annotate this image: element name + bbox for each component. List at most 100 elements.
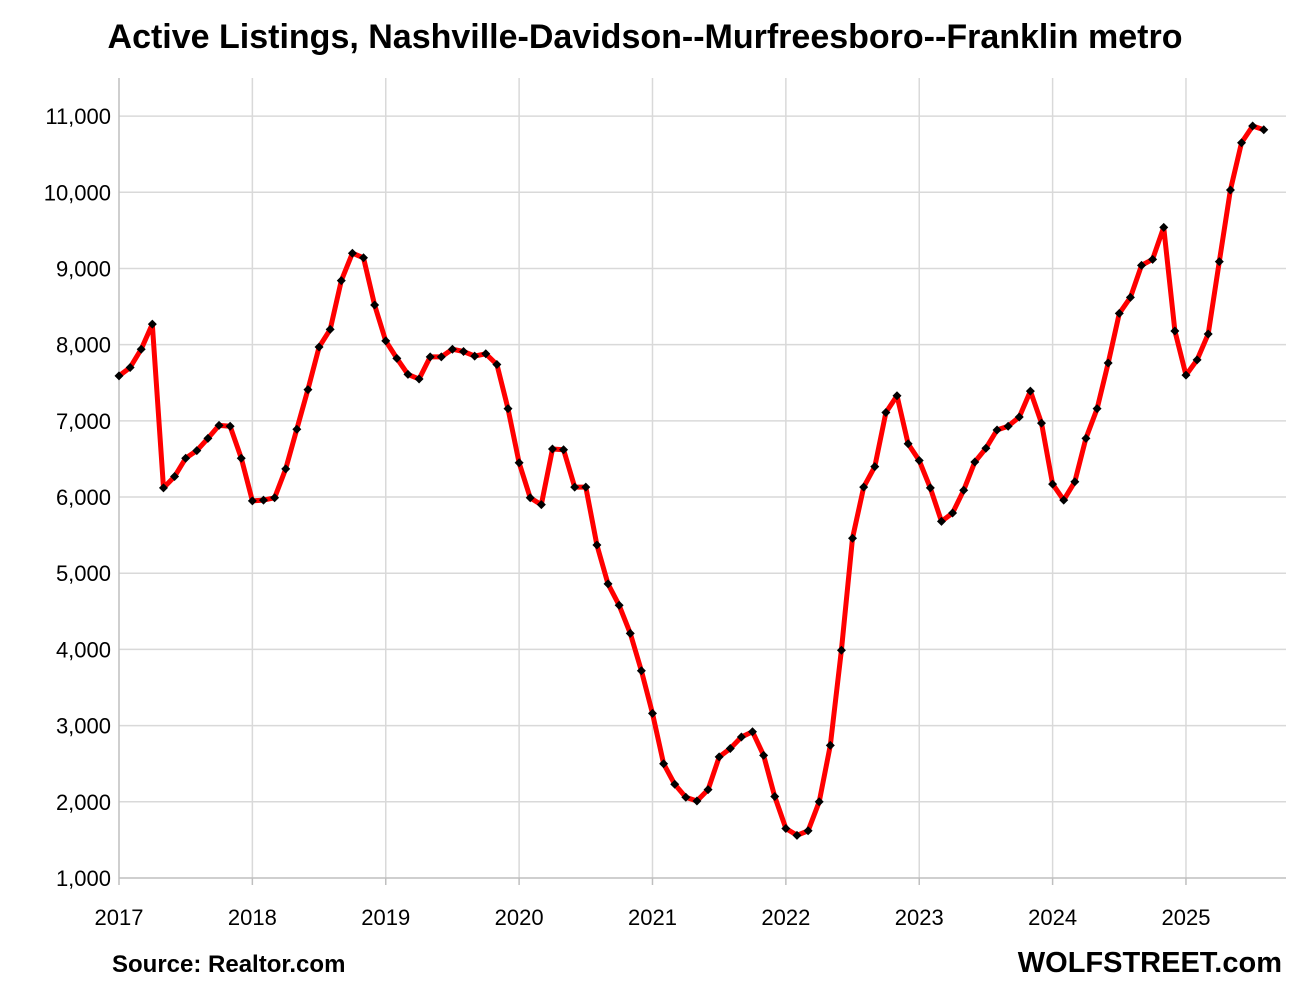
data-point	[736, 732, 746, 742]
x-tick-label: 2017	[95, 905, 144, 930]
data-point	[292, 424, 302, 434]
data-point	[992, 425, 1002, 435]
data-point	[359, 253, 369, 263]
data-point	[725, 743, 735, 753]
y-tick-label: 10,000	[44, 180, 111, 205]
data-point	[1170, 326, 1180, 336]
data-point	[759, 750, 769, 760]
data-point	[470, 351, 480, 361]
data-point	[1159, 222, 1169, 232]
data-point	[1059, 495, 1069, 505]
data-point	[347, 248, 357, 258]
data-point	[1025, 386, 1035, 396]
data-point	[959, 485, 969, 495]
data-point	[970, 457, 980, 467]
data-point	[1048, 479, 1058, 489]
data-point	[681, 792, 691, 802]
data-point	[125, 363, 135, 373]
data-point	[281, 464, 291, 474]
data-point	[792, 830, 802, 840]
chart-title: Active Listings, Nashville-Davidson--Mur…	[108, 18, 1183, 56]
y-tick-label: 9,000	[56, 256, 111, 281]
data-point	[714, 752, 724, 762]
data-point	[425, 352, 435, 362]
x-tick-label: 2020	[495, 905, 544, 930]
data-point	[136, 344, 146, 354]
data-point	[192, 446, 202, 456]
data-point	[1036, 418, 1046, 428]
data-point	[247, 496, 257, 506]
y-tick-label: 5,000	[56, 561, 111, 586]
data-point	[1003, 421, 1013, 431]
data-point	[270, 493, 280, 503]
y-tick-label: 8,000	[56, 333, 111, 358]
data-point	[525, 493, 535, 503]
series-line	[116, 123, 1267, 838]
data-point	[781, 823, 791, 833]
data-point	[1259, 125, 1269, 135]
data-point	[258, 495, 268, 505]
data-point	[948, 508, 958, 518]
data-point	[1103, 358, 1113, 368]
data-point	[236, 453, 246, 463]
data-point	[481, 349, 491, 359]
data-point	[748, 727, 758, 737]
data-point	[147, 319, 157, 329]
data-point	[492, 359, 502, 369]
axes	[118, 78, 1286, 885]
data-point	[592, 540, 602, 550]
data-point	[1148, 254, 1158, 264]
data-point	[925, 483, 935, 493]
x-tick-label: 2024	[1028, 905, 1077, 930]
data-point	[1181, 370, 1191, 380]
data-point	[936, 516, 946, 526]
y-tick-label: 4,000	[56, 637, 111, 662]
data-point	[625, 628, 635, 638]
data-point	[659, 759, 669, 769]
data-point	[670, 779, 680, 789]
data-point	[570, 482, 580, 492]
y-tick-label: 6,000	[56, 485, 111, 510]
data-point	[325, 324, 335, 334]
data-point	[870, 462, 880, 472]
data-point	[414, 374, 424, 384]
data-point	[1014, 412, 1024, 422]
data-point	[459, 347, 469, 357]
x-tick-label: 2022	[761, 905, 810, 930]
data-point	[836, 645, 846, 655]
data-point	[1192, 355, 1202, 365]
data-point	[503, 404, 513, 414]
y-tick-label: 1,000	[56, 866, 111, 891]
x-tick-label: 2023	[895, 905, 944, 930]
data-point	[314, 342, 324, 352]
data-point	[559, 445, 569, 455]
data-point	[536, 500, 546, 510]
data-point	[1081, 433, 1091, 443]
data-point	[392, 353, 402, 363]
data-point	[603, 579, 613, 589]
source-label: Source: Realtor.com	[112, 951, 345, 978]
x-tick-label: 2021	[628, 905, 677, 930]
data-point	[1248, 121, 1258, 131]
data-point	[114, 371, 124, 381]
data-point	[1125, 292, 1135, 302]
data-point	[1237, 138, 1247, 148]
data-point	[1114, 308, 1124, 318]
y-tick-labels: 1,000 2,000 3,000 4,000 5,000 6,000 7,000 8,000…	[44, 104, 111, 891]
x-tick-label: 2018	[228, 905, 277, 930]
data-point	[803, 826, 813, 836]
data-point	[903, 439, 913, 449]
y-tick-label: 3,000	[56, 714, 111, 739]
wolfstreet-watermark: WOLFSTREET.com	[1018, 947, 1282, 979]
data-point	[814, 797, 824, 807]
data-point	[770, 791, 780, 801]
data-point	[892, 391, 902, 401]
data-point	[436, 352, 446, 362]
data-point	[1225, 185, 1235, 195]
data-point	[581, 482, 591, 492]
data-point	[614, 600, 624, 610]
data-point	[914, 455, 924, 465]
data-point	[981, 443, 991, 453]
data-point	[158, 483, 168, 493]
